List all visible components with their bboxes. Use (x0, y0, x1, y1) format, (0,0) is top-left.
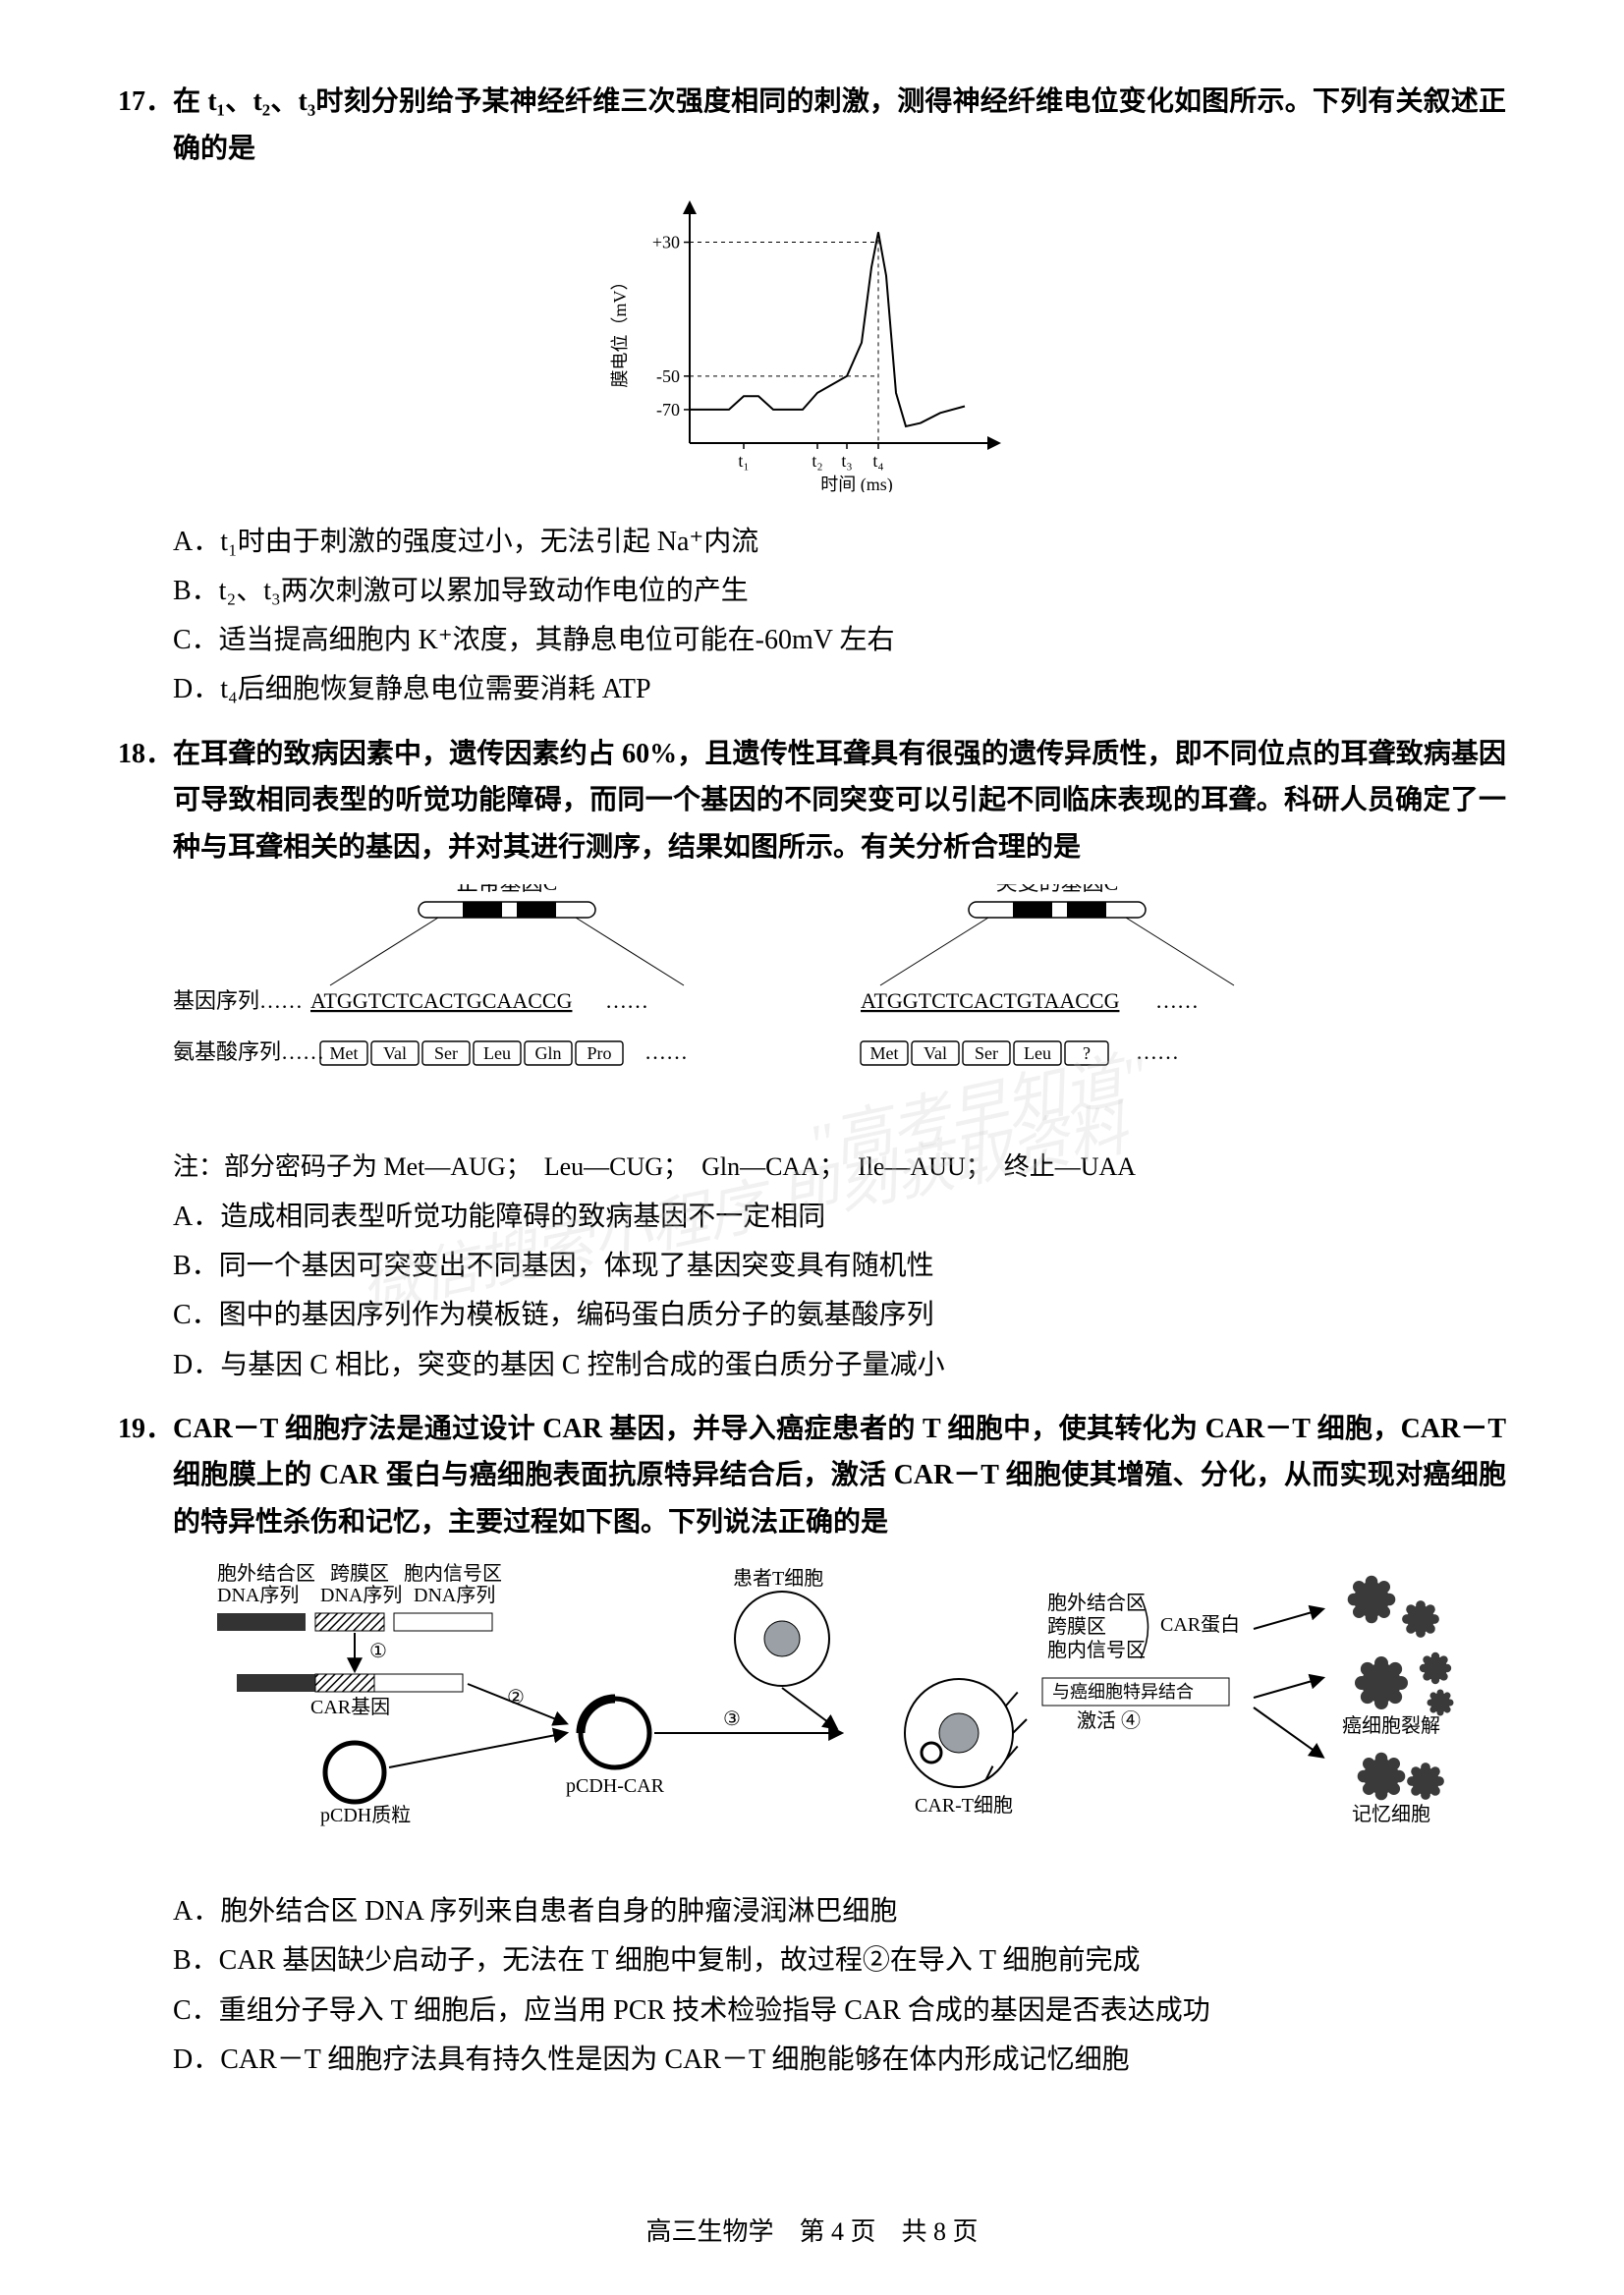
svg-text:氨基酸序列……: 氨基酸序列…… (173, 1039, 324, 1064)
q19-diagram-svg: 胞外结合区跨膜区胞内信号区DNA序列DNA序列DNA序列①CAR基因pCDH质粒… (173, 1560, 1509, 1865)
svg-text:激活 ④: 激活 ④ (1077, 1709, 1141, 1732)
q18-note-prefix: 注：部分密码子为 (173, 1152, 384, 1181)
svg-text:-50: -50 (656, 366, 680, 386)
svg-text:ATGGTCTCACTGTAACCG: ATGGTCTCACTGTAACCG (861, 988, 1120, 1013)
q19-stem: CAR－T 细胞疗法是通过设计 CAR 基因，并导入癌症患者的 T 细胞中，使其… (173, 1406, 1506, 1546)
q18-option-A: A．造成相同表型听觉功能障碍的致病基因不一定相同 (173, 1195, 1506, 1240)
q18-codons: Met—AUG； Leu—CUG； Gln—CAA； Ile—AUU； 终止—U… (384, 1152, 1160, 1181)
svg-text:DNA序列: DNA序列 (217, 1584, 299, 1606)
svg-text:正常基因C: 正常基因C (457, 884, 558, 895)
svg-text:记忆细胞: 记忆细胞 (1352, 1803, 1430, 1825)
svg-text:Gln: Gln (535, 1043, 562, 1063)
svg-text:CAR-T细胞: CAR-T细胞 (915, 1794, 1013, 1817)
svg-text:胞内信号区: 胞内信号区 (404, 1562, 502, 1585)
q17-stem: 在 t₁、t₂、t₃时刻分别给予某神经纤维三次强度相同的刺激，测得神经纤维电位变… (173, 79, 1506, 172)
svg-text:癌细胞裂解: 癌细胞裂解 (1342, 1714, 1440, 1737)
q17-option-D: D．t₄后细胞恢复静息电位需要消耗 ATP (173, 667, 1506, 712)
q19-options: A．胞外结合区 DNA 序列来自患者自身的肿瘤浸润淋巴细胞 B．CAR 基因缺少… (173, 1889, 1506, 2083)
q18-header: 18． 在耳聋的致病因素中，遗传因素约占 60%，且遗传性耳聋具有很强的遗传异质… (118, 731, 1506, 871)
svg-text:跨膜区: 跨膜区 (330, 1562, 389, 1585)
q17-option-B: B．t₂、t₃两次刺激可以累加导致动作电位的产生 (173, 569, 1506, 614)
q17-option-A: A．t₁时由于刺激的强度过小，无法引起 Na⁺内流 (173, 520, 1506, 565)
svg-text:膜电位（mV）: 膜电位（mV） (610, 273, 630, 388)
q18-codon-1: Leu—CUG； (544, 1152, 701, 1181)
svg-text:……: …… (1136, 1039, 1179, 1064)
q19-header: 19． CAR－T 细胞疗法是通过设计 CAR 基因，并导入癌症患者的 T 细胞… (118, 1406, 1506, 1546)
svg-text:Ser: Ser (434, 1043, 458, 1063)
svg-text:Val: Val (924, 1043, 947, 1063)
svg-text:患者T细胞: 患者T细胞 (733, 1567, 823, 1590)
svg-text:胞内信号区: 胞内信号区 (1047, 1639, 1146, 1661)
q18-diagram: 正常基因C 突变的基因C 基因序列…… ATGGTCTCACTGCAACCG …… ATG… (173, 884, 1506, 1136)
svg-text:Leu: Leu (1024, 1043, 1051, 1063)
svg-text:Leu: Leu (483, 1043, 511, 1063)
q18-codon-3: Ile—AUU； (858, 1152, 1004, 1181)
q19-option-C: C．重组分子导入 T 细胞后，应当用 PCR 技术检验指导 CAR 合成的基因是… (173, 1988, 1506, 2034)
q18-option-B: B．同一个基因可突变出不同基因，体现了基因突变具有随机性 (173, 1244, 1506, 1289)
svg-text:pCDH-CAR: pCDH-CAR (566, 1775, 665, 1797)
svg-text:Val: Val (383, 1043, 407, 1063)
svg-text:突变的基因C: 突变的基因C (996, 884, 1119, 895)
svg-text:ATGGTCTCACTGCAACCG: ATGGTCTCACTGCAACCG (310, 988, 573, 1013)
svg-text:……: …… (605, 988, 648, 1013)
question-18: 18． 在耳聋的致病因素中，遗传因素约占 60%，且遗传性耳聋具有很强的遗传异质… (118, 731, 1506, 1388)
svg-text:pCDH质粒: pCDH质粒 (320, 1804, 411, 1826)
q17-chart: +30 -50 -70 t₁ t₂ t₃ t₄ 时间 (ms) 膜电位（mV） (118, 188, 1506, 508)
q18-diagram-svg: 正常基因C 突变的基因C 基因序列…… ATGGTCTCACTGCAACCG …… ATG… (173, 884, 1470, 1120)
q18-stem: 在耳聋的致病因素中，遗传因素约占 60%，且遗传性耳聋具有很强的遗传异质性，即不… (173, 731, 1506, 871)
q18-note-line: 注：部分密码子为 Met—AUG； Leu—CUG； Gln—CAA； Ile—… (173, 1146, 1506, 1189)
q17-options: A．t₁时由于刺激的强度过小，无法引起 Na⁺内流 B．t₂、t₃两次刺激可以累… (173, 520, 1506, 713)
svg-text:?: ? (1083, 1043, 1091, 1063)
q17-header: 17． 在 t₁、t₂、t₃时刻分别给予某神经纤维三次强度相同的刺激，测得神经纤… (118, 79, 1506, 172)
svg-text:Ser: Ser (975, 1043, 998, 1063)
q19-diagram: 胞外结合区跨膜区胞内信号区DNA序列DNA序列DNA序列①CAR基因pCDH质粒… (173, 1560, 1506, 1880)
svg-text:时间 (ms): 时间 (ms) (820, 475, 893, 492)
svg-text:Met: Met (330, 1043, 359, 1063)
svg-text:CAR基因: CAR基因 (310, 1696, 390, 1718)
page-footer: 高三生物学 第 4 页 共 8 页 (0, 2211, 1624, 2248)
q18-number: 18． (118, 731, 173, 778)
svg-text:Pro: Pro (587, 1043, 611, 1063)
svg-text:t₃: t₃ (841, 451, 852, 471)
svg-text:CAR蛋白: CAR蛋白 (1160, 1613, 1240, 1636)
svg-text:②: ② (507, 1687, 525, 1708)
svg-text:DNA序列: DNA序列 (320, 1584, 402, 1606)
q18-codon-2: Gln—CAA； (701, 1152, 858, 1181)
q17-number: 17． (118, 79, 173, 126)
svg-text:+30: +30 (651, 233, 679, 252)
q17-chart-svg: +30 -50 -70 t₁ t₂ t₃ t₄ 时间 (ms) 膜电位（mV） (606, 188, 1019, 492)
q18-codon-0: Met—AUG； (384, 1152, 544, 1181)
svg-text:-70: -70 (656, 400, 680, 420)
svg-text:DNA序列: DNA序列 (414, 1584, 495, 1606)
q19-number: 19． (118, 1406, 173, 1453)
svg-text:胞外结合区: 胞外结合区 (1047, 1592, 1146, 1614)
svg-text:基因序列……: 基因序列…… (173, 988, 303, 1013)
svg-text:t₂: t₂ (812, 451, 822, 471)
q18-option-D: D．与基因 C 相比，突变的基因 C 控制合成的蛋白质分子量减小 (173, 1343, 1506, 1388)
svg-text:跨膜区: 跨膜区 (1047, 1615, 1106, 1638)
q18-codon-4: 终止—UAA (1004, 1152, 1160, 1181)
svg-text:……: …… (1155, 988, 1199, 1013)
q18-option-C: C．图中的基因序列作为模板链，编码蛋白质分子的氨基酸序列 (173, 1293, 1506, 1338)
svg-text:Met: Met (870, 1043, 899, 1063)
q19-option-B: B．CAR 基因缺少启动子，无法在 T 细胞中复制，故过程②在导入 T 细胞前完… (173, 1938, 1506, 1984)
q19-option-D: D．CAR－T 细胞疗法具有持久性是因为 CAR－T 细胞能够在体内形成记忆细胞 (173, 2038, 1506, 2083)
svg-text:t₄: t₄ (872, 451, 883, 471)
q19-option-A: A．胞外结合区 DNA 序列来自患者自身的肿瘤浸润淋巴细胞 (173, 1889, 1506, 1934)
q17-option-C: C．适当提高细胞内 K⁺浓度，其静息电位可能在-60mV 左右 (173, 618, 1506, 663)
svg-text:①: ① (369, 1641, 387, 1662)
svg-text:t₁: t₁ (738, 451, 749, 471)
q18-options: A．造成相同表型听觉功能障碍的致病基因不一定相同 B．同一个基因可突变出不同基因… (173, 1195, 1506, 1388)
svg-text:与癌细胞特异结合: 与癌细胞特异结合 (1052, 1682, 1194, 1702)
svg-text:③: ③ (723, 1708, 741, 1730)
question-19: 19． CAR－T 细胞疗法是通过设计 CAR 基因，并导入癌症患者的 T 细胞… (118, 1406, 1506, 2083)
svg-text:……: …… (644, 1039, 688, 1064)
question-17: 17． 在 t₁、t₂、t₃时刻分别给予某神经纤维三次强度相同的刺激，测得神经纤… (118, 79, 1506, 713)
svg-text:胞外结合区: 胞外结合区 (217, 1562, 315, 1585)
